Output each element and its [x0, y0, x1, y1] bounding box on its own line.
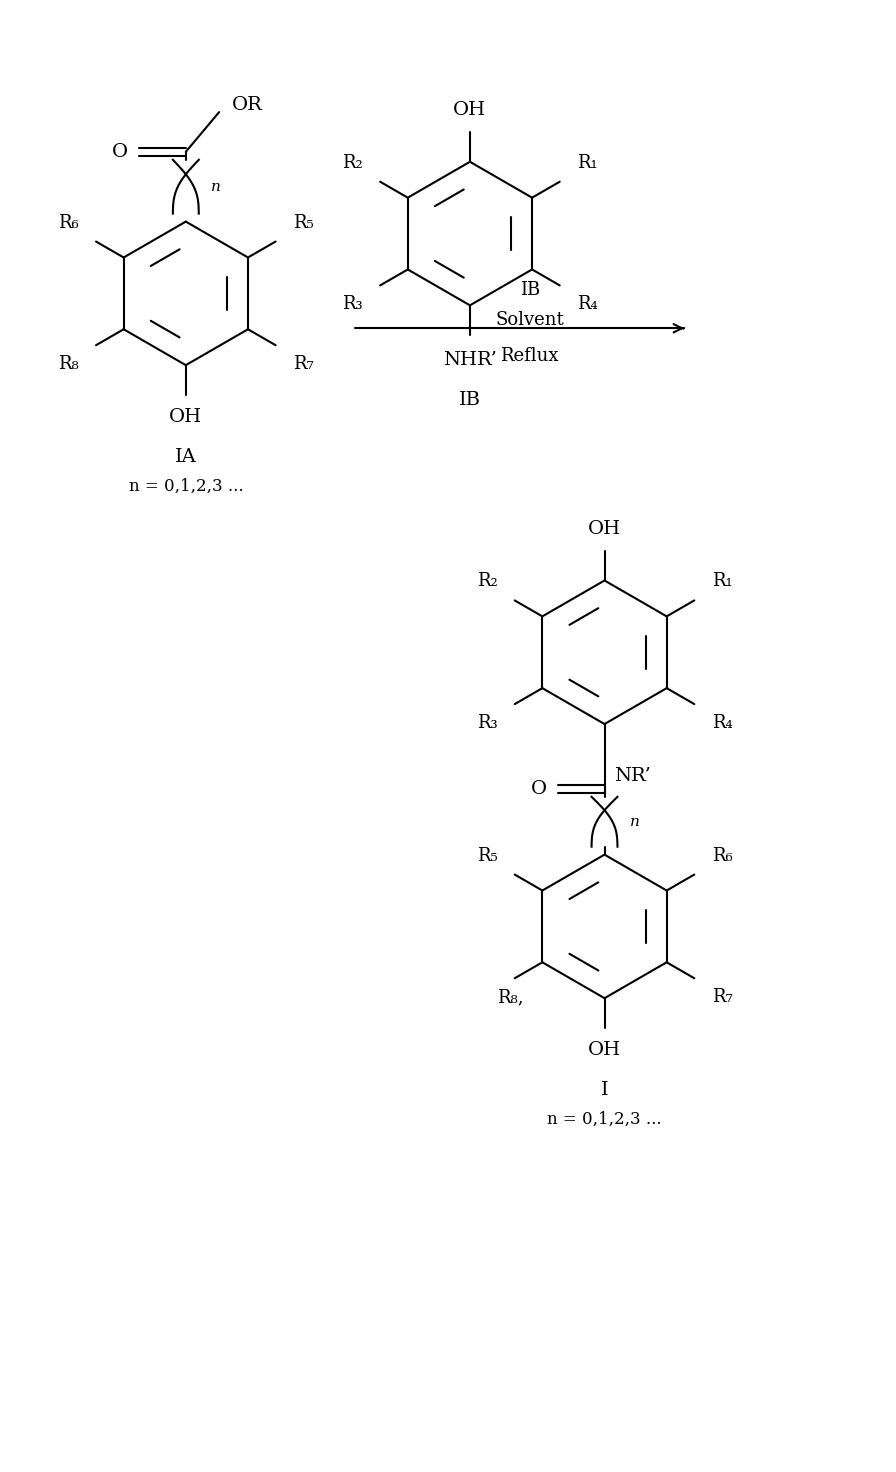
Text: OH: OH	[453, 102, 487, 119]
Text: R₄: R₄	[711, 714, 732, 732]
Text: IA: IA	[175, 447, 197, 465]
Text: OR: OR	[231, 96, 263, 115]
Text: R₃: R₃	[477, 714, 497, 732]
Text: R₁: R₁	[711, 573, 732, 590]
Text: R₈,: R₈,	[497, 988, 524, 1007]
Text: OH: OH	[588, 1041, 621, 1058]
Text: R₈: R₈	[58, 355, 79, 374]
Text: R₂: R₂	[477, 573, 497, 590]
Text: n: n	[629, 814, 640, 829]
Text: R₁: R₁	[577, 153, 598, 172]
Text: R₇: R₇	[293, 355, 314, 374]
Text: IB: IB	[520, 281, 540, 299]
Text: n = 0,1,2,3 ...: n = 0,1,2,3 ...	[128, 478, 243, 495]
Text: R₃: R₃	[342, 296, 363, 314]
Text: Solvent: Solvent	[495, 311, 564, 330]
Text: n = 0,1,2,3 ...: n = 0,1,2,3 ...	[547, 1111, 662, 1129]
Text: R₅: R₅	[293, 213, 314, 231]
Text: R₇: R₇	[711, 988, 732, 1007]
Text: R₆: R₆	[711, 846, 732, 864]
Text: R₄: R₄	[577, 296, 598, 314]
Text: R₂: R₂	[342, 153, 363, 172]
Text: R₆: R₆	[58, 213, 79, 231]
Text: OH: OH	[169, 408, 202, 425]
Text: Reflux: Reflux	[501, 347, 559, 365]
Text: NHR’: NHR’	[443, 352, 497, 369]
Text: IB: IB	[459, 392, 481, 409]
Text: O: O	[112, 143, 128, 160]
Text: OH: OH	[588, 520, 621, 537]
Text: I: I	[600, 1080, 608, 1100]
Text: O: O	[530, 780, 547, 798]
Text: R₅: R₅	[477, 846, 497, 864]
Text: n: n	[211, 180, 220, 194]
Text: NR’: NR’	[614, 767, 650, 785]
